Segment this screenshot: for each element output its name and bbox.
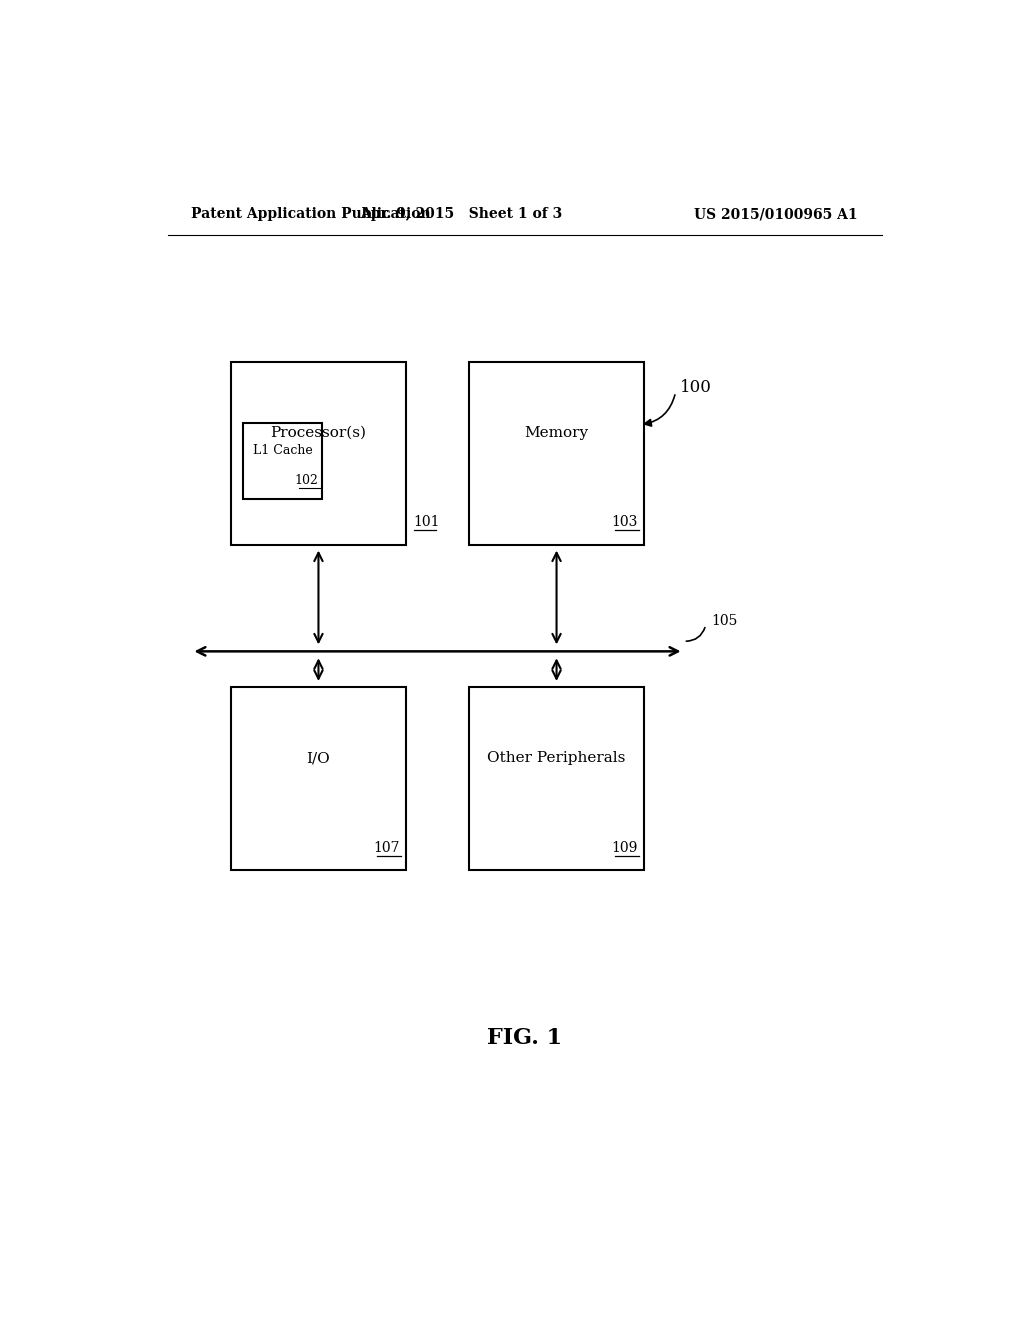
Text: FIG. 1: FIG. 1 bbox=[487, 1027, 562, 1048]
Text: Other Peripherals: Other Peripherals bbox=[487, 751, 626, 766]
Text: Patent Application Publication: Patent Application Publication bbox=[191, 207, 431, 222]
Text: 102: 102 bbox=[295, 474, 318, 487]
Text: 107: 107 bbox=[373, 841, 399, 854]
Text: 105: 105 bbox=[712, 614, 737, 628]
Bar bbox=[231, 686, 406, 870]
Text: L1 Cache: L1 Cache bbox=[253, 444, 312, 457]
Bar bbox=[243, 422, 323, 499]
Text: US 2015/0100965 A1: US 2015/0100965 A1 bbox=[694, 207, 858, 222]
Text: Memory: Memory bbox=[524, 426, 589, 440]
Text: 101: 101 bbox=[414, 515, 440, 529]
Text: I/O: I/O bbox=[306, 751, 331, 766]
Text: 100: 100 bbox=[680, 379, 712, 396]
Text: Processor(s): Processor(s) bbox=[270, 426, 367, 440]
Text: Apr. 9, 2015   Sheet 1 of 3: Apr. 9, 2015 Sheet 1 of 3 bbox=[360, 207, 562, 222]
Bar bbox=[231, 362, 406, 545]
Bar bbox=[469, 686, 644, 870]
Text: 109: 109 bbox=[611, 841, 638, 854]
Bar bbox=[469, 362, 644, 545]
Text: 103: 103 bbox=[611, 515, 638, 529]
